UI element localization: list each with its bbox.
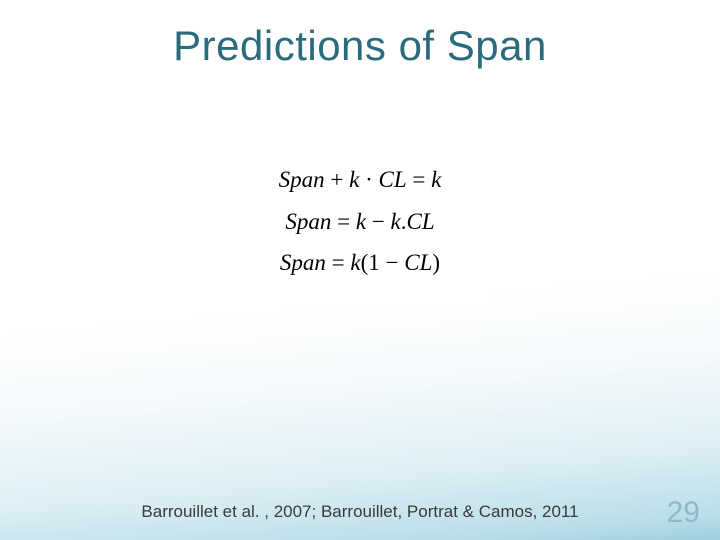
equation-2: Span = k − k.CL <box>238 208 482 236</box>
equation-1: Span + k · CL = k <box>238 166 482 194</box>
page-number: 29 <box>667 496 700 530</box>
slide-title: Predictions of Span <box>0 22 720 70</box>
equation-3: Span = k(1 − CL) <box>238 249 482 277</box>
slide: Predictions of Span Span + k · CL = k Sp… <box>0 0 720 540</box>
equations-block: Span + k · CL = k Span = k − k.CL Span =… <box>230 142 490 305</box>
citation-text: Barrouillet et al. , 2007; Barrouillet, … <box>0 502 720 522</box>
